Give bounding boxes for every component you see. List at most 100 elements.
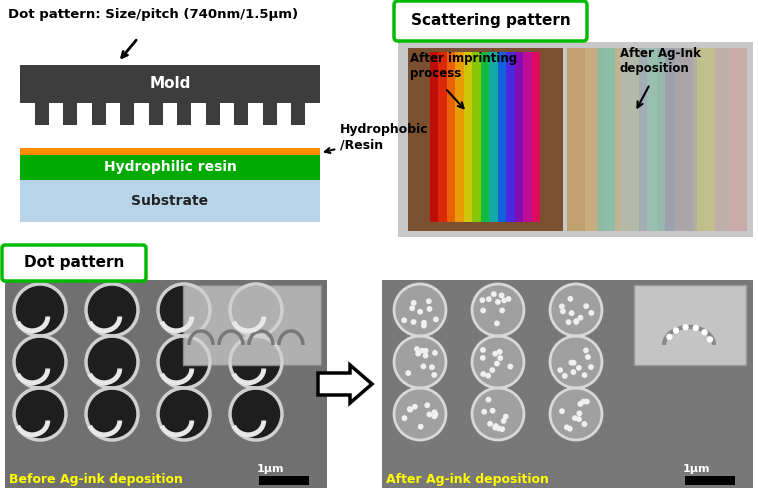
Circle shape bbox=[550, 336, 602, 388]
Text: 1μm: 1μm bbox=[257, 464, 284, 474]
Text: After Ag-ink deposition: After Ag-ink deposition bbox=[386, 473, 549, 486]
Circle shape bbox=[412, 301, 416, 305]
Bar bbox=[697, 48, 715, 231]
Circle shape bbox=[487, 398, 490, 402]
Circle shape bbox=[496, 426, 501, 430]
Circle shape bbox=[421, 323, 426, 328]
Circle shape bbox=[490, 368, 494, 372]
Text: Dot pattern: Dot pattern bbox=[23, 255, 124, 271]
FancyArrow shape bbox=[318, 365, 372, 403]
Bar bbox=[438, 52, 447, 222]
Bar bbox=[63, 103, 77, 125]
Circle shape bbox=[498, 356, 503, 360]
Circle shape bbox=[566, 320, 571, 324]
Text: Hydrophobic
/Resin: Hydrophobic /Resin bbox=[325, 123, 428, 153]
Circle shape bbox=[421, 320, 426, 325]
Circle shape bbox=[421, 364, 425, 369]
Circle shape bbox=[495, 321, 499, 326]
Text: Scattering pattern: Scattering pattern bbox=[411, 13, 570, 29]
Circle shape bbox=[683, 325, 688, 330]
Circle shape bbox=[482, 409, 487, 414]
Circle shape bbox=[14, 284, 66, 336]
Bar bbox=[567, 48, 585, 231]
Bar bbox=[729, 48, 747, 231]
Bar bbox=[685, 476, 735, 485]
Bar bbox=[647, 48, 665, 231]
Circle shape bbox=[432, 410, 437, 414]
Circle shape bbox=[230, 284, 282, 336]
Circle shape bbox=[568, 297, 572, 301]
Circle shape bbox=[578, 401, 583, 406]
Bar bbox=[92, 103, 105, 125]
Bar bbox=[206, 103, 220, 125]
Circle shape bbox=[416, 351, 420, 356]
Bar bbox=[121, 103, 134, 125]
Circle shape bbox=[589, 310, 594, 315]
Bar bbox=[567, 48, 747, 231]
Text: After Ag-Ink
deposition: After Ag-Ink deposition bbox=[620, 47, 701, 75]
Circle shape bbox=[230, 388, 282, 440]
Circle shape bbox=[428, 307, 432, 311]
Circle shape bbox=[506, 297, 511, 301]
Circle shape bbox=[394, 284, 446, 336]
Bar bbox=[639, 48, 657, 231]
Circle shape bbox=[481, 348, 485, 352]
Circle shape bbox=[572, 370, 575, 374]
Circle shape bbox=[550, 284, 602, 336]
Bar bbox=[382, 280, 753, 488]
Circle shape bbox=[428, 412, 431, 417]
Circle shape bbox=[568, 427, 572, 431]
Circle shape bbox=[425, 403, 430, 407]
Circle shape bbox=[584, 304, 588, 308]
FancyBboxPatch shape bbox=[394, 1, 587, 41]
Circle shape bbox=[493, 351, 497, 356]
Bar bbox=[498, 52, 506, 222]
Circle shape bbox=[472, 336, 524, 388]
Circle shape bbox=[508, 365, 512, 369]
Circle shape bbox=[582, 422, 587, 426]
Circle shape bbox=[412, 404, 417, 409]
Circle shape bbox=[408, 407, 412, 412]
Text: Dot pattern: Size/pitch (740nm/1.5μm): Dot pattern: Size/pitch (740nm/1.5μm) bbox=[8, 8, 298, 21]
Bar bbox=[506, 52, 515, 222]
Circle shape bbox=[496, 300, 500, 304]
Circle shape bbox=[667, 335, 672, 339]
Circle shape bbox=[430, 365, 434, 369]
Circle shape bbox=[481, 372, 485, 376]
Circle shape bbox=[500, 293, 504, 298]
Bar bbox=[456, 52, 464, 222]
Circle shape bbox=[433, 412, 437, 417]
Circle shape bbox=[702, 330, 707, 335]
Text: After imprinting
process: After imprinting process bbox=[410, 52, 517, 80]
Circle shape bbox=[432, 373, 437, 377]
Circle shape bbox=[394, 388, 446, 440]
Bar bbox=[398, 42, 753, 237]
Circle shape bbox=[674, 328, 678, 333]
Circle shape bbox=[427, 299, 431, 304]
Circle shape bbox=[230, 336, 282, 388]
Circle shape bbox=[492, 292, 496, 296]
Circle shape bbox=[158, 388, 210, 440]
Circle shape bbox=[565, 425, 569, 430]
Circle shape bbox=[582, 373, 587, 377]
Bar bbox=[430, 52, 438, 222]
Circle shape bbox=[569, 311, 574, 315]
Text: Hydrophilic resin: Hydrophilic resin bbox=[104, 160, 236, 175]
Bar bbox=[597, 48, 615, 231]
Bar bbox=[711, 48, 729, 231]
Circle shape bbox=[86, 284, 138, 336]
Circle shape bbox=[559, 409, 564, 413]
Circle shape bbox=[418, 425, 423, 429]
Circle shape bbox=[589, 365, 594, 369]
Circle shape bbox=[158, 284, 210, 336]
Bar bbox=[259, 476, 309, 485]
Circle shape bbox=[495, 361, 500, 366]
Circle shape bbox=[581, 400, 586, 404]
Circle shape bbox=[423, 353, 428, 358]
Bar bbox=[657, 48, 675, 231]
Circle shape bbox=[480, 298, 484, 303]
Bar bbox=[234, 103, 249, 125]
Circle shape bbox=[500, 427, 504, 431]
Bar bbox=[149, 103, 163, 125]
Bar bbox=[693, 48, 711, 231]
